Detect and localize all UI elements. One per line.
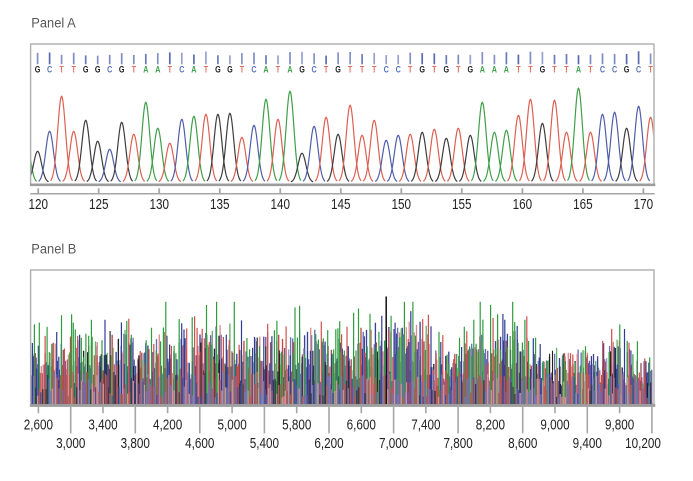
svg-text:G: G	[299, 65, 305, 75]
svg-text:160: 160	[513, 196, 533, 213]
svg-text:A: A	[504, 65, 509, 75]
svg-text:5,000: 5,000	[217, 416, 246, 433]
svg-text:130: 130	[149, 196, 169, 213]
svg-text:5,400: 5,400	[250, 434, 279, 451]
svg-text:T: T	[588, 65, 592, 75]
svg-text:C: C	[384, 65, 389, 75]
svg-text:G: G	[83, 65, 89, 75]
svg-text:C: C	[396, 65, 401, 75]
svg-text:A: A	[492, 65, 497, 75]
svg-text:4,600: 4,600	[185, 434, 214, 451]
svg-text:G: G	[335, 65, 341, 75]
svg-text:T: T	[360, 65, 364, 75]
svg-text:145: 145	[331, 196, 351, 213]
svg-text:T: T	[168, 65, 172, 75]
svg-text:G: G	[215, 65, 221, 75]
svg-text:T: T	[456, 65, 460, 75]
svg-text:A: A	[263, 65, 268, 75]
svg-text:10,200: 10,200	[625, 434, 661, 451]
svg-text:C: C	[107, 65, 112, 75]
svg-text:G: G	[467, 65, 473, 75]
svg-text:T: T	[648, 65, 652, 75]
svg-text:155: 155	[452, 196, 472, 213]
svg-text:C: C	[47, 65, 52, 75]
svg-text:T: T	[528, 65, 532, 75]
svg-text:G: G	[443, 65, 449, 75]
svg-text:9,000: 9,000	[540, 416, 569, 433]
svg-text:3,000: 3,000	[56, 434, 85, 451]
svg-text:170: 170	[634, 196, 654, 213]
svg-text:T: T	[552, 65, 556, 75]
svg-text:A: A	[480, 65, 485, 75]
svg-text:G: G	[119, 65, 125, 75]
svg-text:3,400: 3,400	[88, 416, 117, 433]
svg-text:T: T	[204, 65, 208, 75]
svg-text:5,800: 5,800	[282, 416, 311, 433]
svg-text:9,400: 9,400	[573, 434, 602, 451]
svg-text:G: G	[35, 65, 41, 75]
svg-text:T: T	[516, 65, 520, 75]
svg-text:T: T	[72, 65, 76, 75]
svg-text:7,000: 7,000	[379, 434, 408, 451]
svg-text:G: G	[227, 65, 233, 75]
svg-text:7,800: 7,800	[443, 434, 472, 451]
svg-text:C: C	[612, 65, 617, 75]
svg-text:T: T	[240, 65, 244, 75]
svg-text:135: 135	[210, 196, 230, 213]
svg-text:C: C	[251, 65, 256, 75]
svg-text:A: A	[155, 65, 160, 75]
svg-text:T: T	[59, 65, 63, 75]
svg-text:T: T	[324, 65, 328, 75]
svg-text:125: 125	[89, 196, 109, 213]
svg-text:8,600: 8,600	[508, 434, 537, 451]
svg-text:Panel B: Panel B	[31, 241, 76, 257]
svg-text:C: C	[311, 65, 316, 75]
svg-text:4,200: 4,200	[153, 416, 182, 433]
svg-text:A: A	[576, 65, 581, 75]
svg-text:G: G	[624, 65, 630, 75]
svg-text:165: 165	[573, 196, 593, 213]
svg-text:C: C	[179, 65, 184, 75]
svg-text:T: T	[276, 65, 280, 75]
svg-text:C: C	[600, 65, 605, 75]
svg-text:C: C	[636, 65, 641, 75]
svg-text:G: G	[95, 65, 101, 75]
svg-text:G: G	[419, 65, 425, 75]
svg-text:A: A	[287, 65, 292, 75]
svg-text:A: A	[191, 65, 196, 75]
svg-text:T: T	[432, 65, 436, 75]
svg-text:T: T	[132, 65, 136, 75]
svg-text:Panel A: Panel A	[31, 15, 75, 31]
svg-text:A: A	[143, 65, 148, 75]
svg-text:3,800: 3,800	[121, 434, 150, 451]
svg-text:T: T	[564, 65, 568, 75]
svg-text:8,200: 8,200	[476, 416, 505, 433]
svg-text:G: G	[540, 65, 546, 75]
svg-text:150: 150	[392, 196, 412, 213]
svg-text:120: 120	[28, 196, 48, 213]
svg-text:140: 140	[271, 196, 291, 213]
svg-text:2,600: 2,600	[24, 416, 53, 433]
svg-text:6,600: 6,600	[347, 416, 376, 433]
svg-text:T: T	[408, 65, 412, 75]
svg-text:6,200: 6,200	[314, 434, 343, 451]
svg-text:7,400: 7,400	[411, 416, 440, 433]
svg-text:9,800: 9,800	[605, 416, 634, 433]
svg-text:T: T	[372, 65, 376, 75]
svg-text:T: T	[348, 65, 352, 75]
